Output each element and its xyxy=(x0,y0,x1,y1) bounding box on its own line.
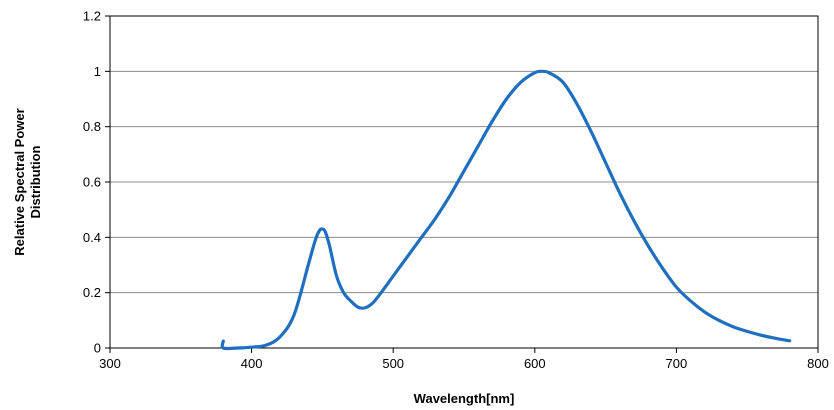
tick-labels: 0 0.2 0.4 0.6 0.8 1 1.2 300 400 500 600 700 800 xyxy=(83,9,829,372)
y-axis-title-line-1: Relative Spectral Power xyxy=(12,108,27,255)
y-tick-label: 0 xyxy=(94,341,101,356)
series-layer xyxy=(220,69,792,351)
x-tick-label: 500 xyxy=(382,356,404,371)
x-axis-title: Wavelength[nm] xyxy=(414,391,515,406)
y-tick-label: 1.2 xyxy=(83,9,101,24)
grid-lines xyxy=(110,70,818,294)
y-tick-label: 1 xyxy=(94,64,101,79)
y-tick-label: 0.8 xyxy=(83,119,101,134)
x-tick-label: 600 xyxy=(524,356,546,371)
x-tick-label: 300 xyxy=(99,356,121,371)
y-axis-title-line-2: Distribution xyxy=(28,145,43,218)
x-tick-label: 700 xyxy=(666,356,688,371)
y-tick-label: 0.4 xyxy=(83,230,101,245)
x-tick-label: 800 xyxy=(807,356,829,371)
x-tick-label: 400 xyxy=(241,356,263,371)
y-axis-title: Relative Spectral Power Distribution xyxy=(12,108,43,255)
y-tick-label: 0.6 xyxy=(83,175,101,190)
y-tick-label: 0.2 xyxy=(83,285,101,300)
spectral-curve-line xyxy=(220,69,792,351)
axis-ticks xyxy=(105,15,819,353)
